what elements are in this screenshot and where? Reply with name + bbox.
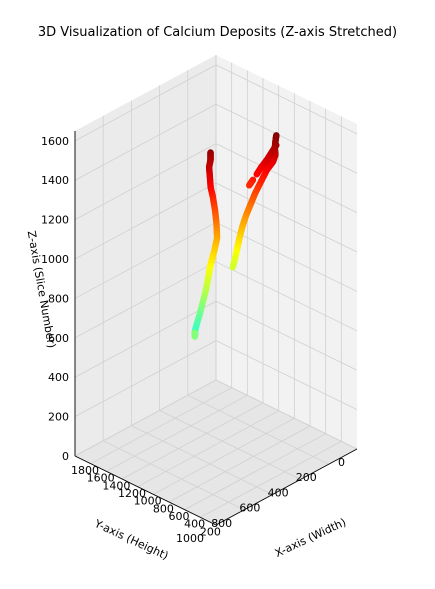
grid-x-floor <box>121 402 264 480</box>
grid-z-left <box>74 261 217 339</box>
grid-x-floor <box>153 417 295 495</box>
chart-title: 3D Visualization of Calcium Deposits (Z-… <box>37 25 398 40</box>
pane-back-left <box>75 55 216 456</box>
data-point <box>246 182 253 189</box>
grid-z-right <box>215 300 358 371</box>
x-tick-label: 1200 <box>118 487 146 500</box>
grid-z-right <box>215 379 358 450</box>
grid-z-right <box>215 143 358 213</box>
grid-z-right <box>215 182 358 253</box>
grid-y-floor <box>103 440 245 511</box>
z-tick-label: 800 <box>48 292 69 305</box>
grid-z-left <box>74 103 217 181</box>
grid-z-right <box>215 103 358 174</box>
data-point <box>229 264 236 271</box>
tick-labels: 0200400600800100012001400160002004006008… <box>41 135 345 545</box>
grid-y-floor <box>187 394 329 465</box>
z-tick-label: 1400 <box>41 174 69 187</box>
data-point <box>191 333 199 340</box>
grid-z-left <box>74 222 217 299</box>
z-tick-label: 1200 <box>41 214 69 227</box>
grid-z-left <box>74 300 217 378</box>
grid-z-right <box>215 340 358 410</box>
grid-x-floor <box>137 410 279 488</box>
z-axis-label: Z-axis (Slice Number) <box>25 230 58 349</box>
y-tick-label: 1000 <box>176 532 204 545</box>
pane-floor <box>75 380 357 525</box>
grid-z-left <box>74 340 217 417</box>
z-tick-label: 0 <box>62 450 69 463</box>
grid-x-floor <box>200 440 342 518</box>
x-tick-label: 400 <box>184 518 205 531</box>
grid-lines <box>74 55 358 526</box>
grid-z-left <box>74 182 217 260</box>
x-axis-line <box>74 455 217 526</box>
y-tick-label: 0 <box>338 456 345 469</box>
x-tick-label: 200 <box>200 525 221 538</box>
grid-x-floor <box>184 433 326 511</box>
grid-x-floor <box>168 425 311 503</box>
grid-z-left <box>74 379 217 457</box>
grid-z-left <box>74 143 217 220</box>
y-tick-label: 800 <box>211 517 232 530</box>
z-tick-label: 400 <box>48 371 69 384</box>
grid-y-floor <box>131 425 273 495</box>
y-axis-label: Y-axis (Height) <box>92 517 171 563</box>
grid-z-right <box>215 64 358 135</box>
y-tick-label: 200 <box>296 471 317 484</box>
y-tick-label: 400 <box>268 486 289 499</box>
x-tick-label: 600 <box>169 510 190 523</box>
x-tick-label: 1000 <box>134 495 162 508</box>
x-tick-label: 1800 <box>71 464 99 477</box>
grid-z-right <box>215 261 358 332</box>
grid-z-left <box>74 64 217 142</box>
scatter-points <box>191 132 280 340</box>
z-tick-label: 600 <box>48 332 69 345</box>
x-tick-label: 1400 <box>102 479 130 492</box>
data-point <box>253 171 260 178</box>
z-tick-label: 1600 <box>41 135 69 148</box>
grid-y-floor <box>159 410 301 480</box>
z-tick-label: 1000 <box>41 253 69 266</box>
grid-x-floor <box>106 394 248 472</box>
grid-x-floor <box>90 387 232 465</box>
x-axis-label: X-axis (Width) <box>273 516 348 560</box>
y-axis-line <box>215 448 358 526</box>
pane-back-right <box>216 55 357 449</box>
y-tick-label: 600 <box>239 502 260 515</box>
axis-panes <box>75 55 357 525</box>
z-tick-label: 200 <box>48 411 69 424</box>
x-tick-label: 800 <box>153 502 174 515</box>
x-tick-label: 1600 <box>87 472 115 485</box>
